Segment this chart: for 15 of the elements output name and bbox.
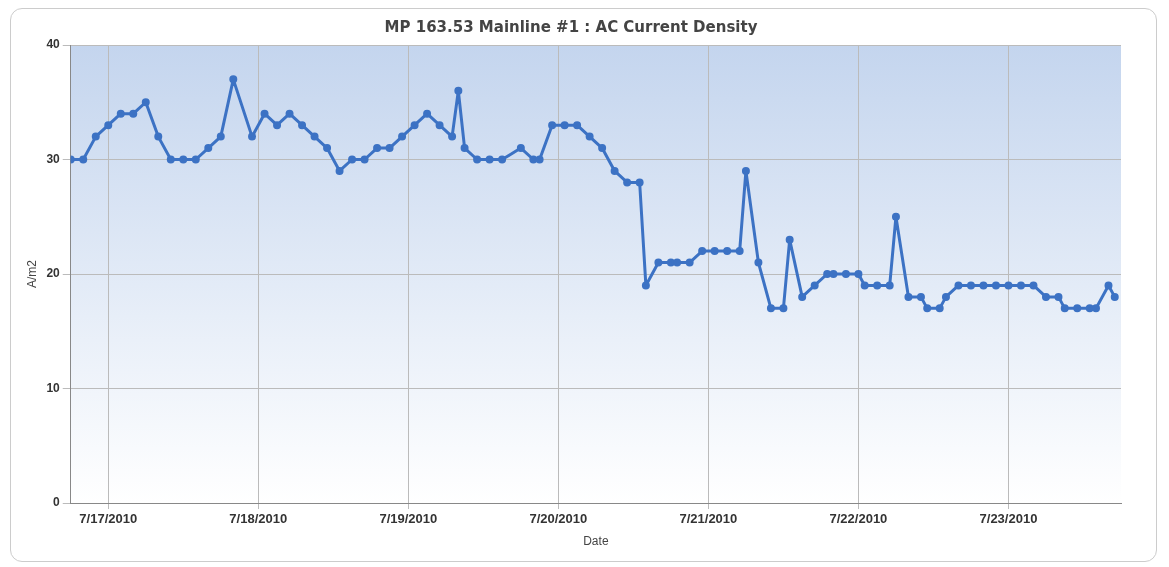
x-tick-label: 7/23/2010 <box>979 511 1038 527</box>
x-tick-label: 7/19/2010 <box>379 511 438 527</box>
x-tick-label: 7/22/2010 <box>829 511 888 527</box>
y-tick-label: 0 <box>53 495 61 510</box>
x-tick-label: 7/18/2010 <box>229 511 288 527</box>
y-tick-label: 10 <box>46 380 61 395</box>
x-tick-label: 7/17/2010 <box>79 511 138 527</box>
y-tick-label: 20 <box>46 266 61 281</box>
y-axis-title: A/m2 <box>24 259 39 289</box>
x-tick-label: 7/20/2010 <box>529 511 588 527</box>
y-tick-label: 30 <box>46 151 61 166</box>
x-tick-label: 7/21/2010 <box>679 511 738 527</box>
y-tick-label: 40 <box>46 37 61 52</box>
x-axis-title: Date <box>583 534 609 549</box>
chart-title: MP 163.53 Mainline #1 : AC Current Density <box>384 17 758 36</box>
